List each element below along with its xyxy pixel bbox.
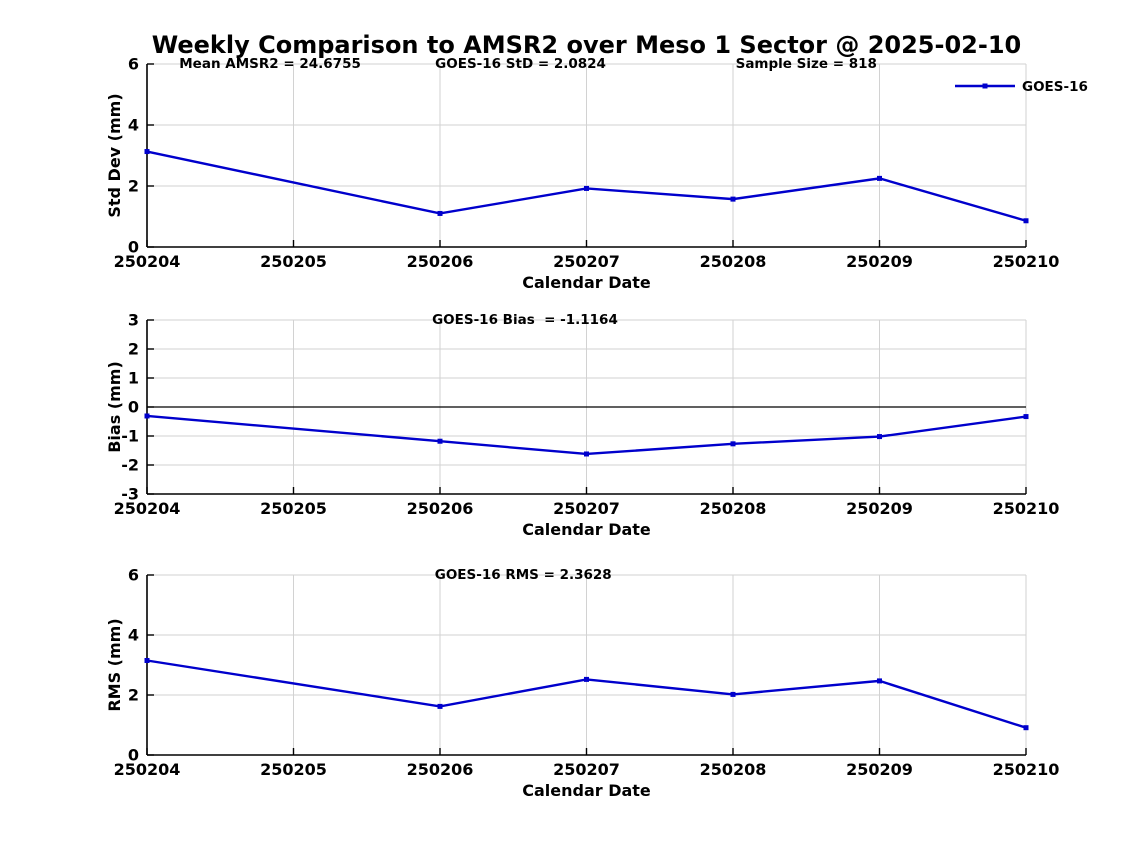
x-tick-label: 250207 <box>553 499 620 518</box>
series-line-GOES-16 <box>146 150 1027 222</box>
series-line-GOES-16 <box>146 659 1027 729</box>
data-point-marker <box>877 434 882 440</box>
y-tick-label: -2 <box>121 456 139 475</box>
data-point-marker <box>1023 218 1029 224</box>
legend-label: GOES-16 <box>1022 79 1088 95</box>
data-point-marker <box>437 703 443 709</box>
y-tick-label: 6 <box>128 566 139 585</box>
data-point-marker <box>1023 725 1029 731</box>
annotation: Mean AMSR2 = 24.6755 <box>179 56 361 72</box>
y-tick-label: 1 <box>128 369 139 388</box>
y-tick-label: 0 <box>128 746 139 765</box>
y-tick-label: 2 <box>128 177 139 196</box>
y-tick-label: 6 <box>128 55 139 74</box>
x-tick-label: 250204 <box>114 252 181 271</box>
data-point-marker <box>730 196 736 202</box>
x-tick-label: 250208 <box>700 499 767 518</box>
subplot-std-dev: 250204 250205 250206 250207 250208 250209 2502… <box>105 55 1059 293</box>
x-axis-title: Calendar Date <box>522 781 651 800</box>
data-point-marker <box>144 658 150 663</box>
y-axis-title: Std Dev (mm) <box>105 93 124 217</box>
x-tick-label: 250204 <box>114 499 181 518</box>
x-axis-title: Calendar Date <box>522 520 651 539</box>
x-tick-label: 250207 <box>553 252 620 271</box>
y-tick-label: 4 <box>128 116 139 135</box>
x-tick-label: 250204 <box>114 760 181 779</box>
annotation: GOES-16 Bias = -1.1164 <box>432 312 618 328</box>
y-axis-title: Bias (mm) <box>105 361 124 453</box>
y-axis-title: RMS (mm) <box>105 618 124 711</box>
y-tick-label: -3 <box>121 485 139 504</box>
x-tick-label: 250206 <box>407 252 474 271</box>
y-tick-label: 0 <box>128 238 139 257</box>
annotation: GOES-16 StD = 2.0824 <box>435 56 606 72</box>
x-tick-label: 250208 <box>700 252 767 271</box>
legend: GOES-16 <box>955 79 1088 95</box>
data-point-marker <box>584 676 589 682</box>
x-tick-label: 250205 <box>260 252 327 271</box>
data-point-marker <box>144 413 150 419</box>
subplot-bias: 250204 250205 250206 250207 250208 250209 2502… <box>105 311 1059 540</box>
series-line-GOES-16 <box>146 414 1027 456</box>
x-tick-label: 250205 <box>260 499 327 518</box>
data-point-marker <box>584 185 589 191</box>
x-tick-label: 250205 <box>260 760 327 779</box>
y-tick-label: 4 <box>128 626 139 645</box>
data-point-marker <box>730 691 736 697</box>
y-tick-label: 0 <box>128 398 139 417</box>
data-point-marker <box>437 438 443 444</box>
x-tick-label: 250210 <box>993 252 1060 271</box>
x-tick-label: 250207 <box>553 760 620 779</box>
annotation: Sample Size = 818 <box>736 56 877 72</box>
data-point-marker <box>730 441 736 447</box>
y-tick-label: 3 <box>128 311 139 330</box>
data-point-marker <box>437 210 443 216</box>
annotation: GOES-16 RMS = 2.3628 <box>435 567 612 583</box>
x-tick-label: 250209 <box>846 760 913 779</box>
x-tick-label: 250208 <box>700 760 767 779</box>
y-tick-label: 2 <box>128 340 139 359</box>
x-tick-label: 250206 <box>407 499 474 518</box>
x-tick-label: 250206 <box>407 760 474 779</box>
figure-title: Weekly Comparison to AMSR2 over Meso 1 S… <box>151 31 1022 59</box>
y-tick-label: 2 <box>128 686 139 705</box>
x-axis-title: Calendar Date <box>522 273 651 292</box>
x-tick-label: 250210 <box>993 499 1060 518</box>
x-tick-label: 250209 <box>846 499 913 518</box>
subplot-rms: 250204 250205 250206 250207 250208 250209 2502… <box>105 566 1059 801</box>
data-point-marker <box>877 678 882 684</box>
data-point-marker <box>1023 414 1029 420</box>
legend-marker <box>982 83 988 89</box>
data-point-marker <box>144 149 150 155</box>
y-tick-label: -1 <box>121 427 139 446</box>
x-tick-label: 250209 <box>846 252 913 271</box>
data-point-marker <box>584 451 589 457</box>
x-tick-label: 250210 <box>993 760 1060 779</box>
data-point-marker <box>877 175 882 181</box>
